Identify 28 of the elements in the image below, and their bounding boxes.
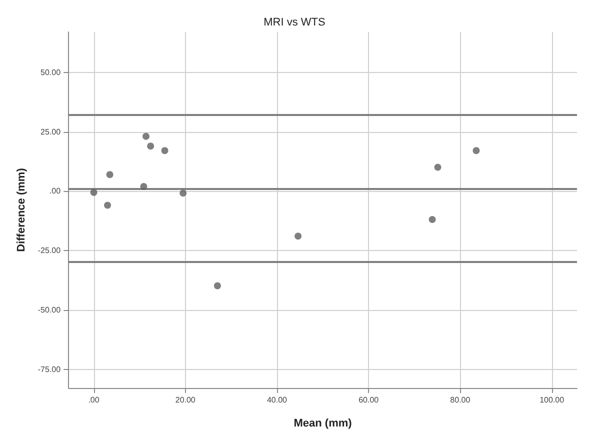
- point: [294, 232, 302, 240]
- y-tick-label: 50.00: [40, 68, 62, 77]
- x-tick-label: 40.00: [266, 396, 288, 404]
- chart-title: MRI vs WTS: [264, 16, 326, 28]
- y-axis-title: Difference (mm): [16, 168, 28, 252]
- point: [142, 132, 150, 140]
- point: [104, 202, 112, 209]
- point: [140, 182, 148, 190]
- point: [472, 147, 480, 154]
- x-tick-label: 100.00: [540, 396, 565, 404]
- x-tick-label: 80.00: [450, 396, 471, 404]
- x-tick-label: .00: [88, 396, 100, 404]
- point: [214, 282, 221, 290]
- point: [428, 216, 436, 224]
- y-tick-label: -75.00: [38, 364, 62, 374]
- point: [90, 188, 98, 196]
- y-tick-label: -50.00: [38, 306, 62, 315]
- point: [180, 190, 187, 197]
- y-tick-label: -25.00: [38, 246, 62, 256]
- y-tick-label: 25.00: [40, 127, 62, 136]
- point: [161, 147, 168, 154]
- x-tick-label: 20.00: [175, 396, 196, 404]
- point: [106, 171, 114, 178]
- y-tick-label: .00: [49, 186, 62, 196]
- x-axis-title: Mean (mm): [294, 418, 352, 430]
- point: [434, 164, 442, 171]
- x-tick-label: 60.00: [358, 396, 380, 404]
- point: [147, 142, 154, 150]
